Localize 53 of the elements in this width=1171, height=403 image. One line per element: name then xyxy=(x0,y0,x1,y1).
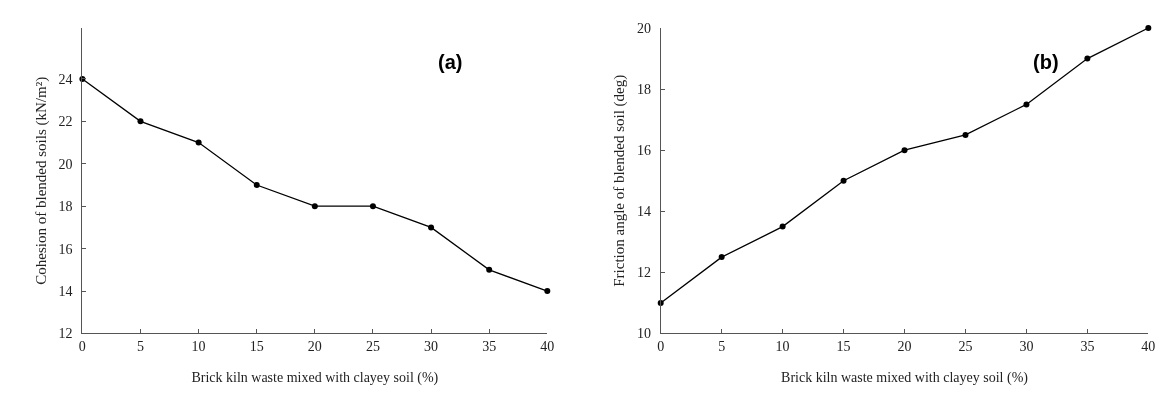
point xyxy=(253,182,260,188)
point xyxy=(486,266,493,273)
point xyxy=(428,224,435,231)
point xyxy=(195,139,202,146)
annotation: (a) xyxy=(438,51,463,73)
y-tick-label: 12 xyxy=(636,265,651,281)
x-tick-label: 0 xyxy=(657,339,665,355)
x-axis-title: Brick kiln waste mixed with clayey soil (%) xyxy=(781,369,1029,386)
x-tick-label: 0 xyxy=(78,339,86,355)
point xyxy=(1023,101,1030,108)
point xyxy=(137,118,144,125)
point xyxy=(369,203,376,210)
x-tick-label: 40 xyxy=(1141,339,1156,355)
x-tick-label: 5 xyxy=(718,339,726,355)
x-tick-label: 15 xyxy=(249,339,264,355)
x-tick-label: 10 xyxy=(191,339,206,355)
point xyxy=(901,147,908,154)
x-tick-label: 25 xyxy=(365,339,380,355)
y-tick-label: 10 xyxy=(636,326,651,342)
y-tick-label: 24 xyxy=(58,71,73,87)
point xyxy=(718,254,725,261)
y-tick-label: 20 xyxy=(636,20,651,36)
x-tick-label: 25 xyxy=(958,339,973,355)
x-axis-title: Brick kiln waste mixed with clayey soil (%) xyxy=(191,369,439,386)
x-tick-label: 20 xyxy=(307,339,322,355)
x-tick-label: 30 xyxy=(1019,339,1034,355)
y-tick-label: 16 xyxy=(636,143,651,159)
x-tick-label: 30 xyxy=(424,339,439,355)
point xyxy=(311,203,318,210)
x-tick-label: 10 xyxy=(775,339,790,355)
y-tick-label: 12 xyxy=(58,326,73,342)
y-tick-label: 20 xyxy=(58,156,73,172)
y-tick-label: 18 xyxy=(58,199,73,215)
point xyxy=(840,177,847,184)
y-tick-label: 16 xyxy=(58,241,73,257)
y-axis-title: Friction angle of blended soil (deg) xyxy=(611,74,629,287)
x-tick-label: 20 xyxy=(897,339,912,355)
x-tick-label: 15 xyxy=(836,339,851,355)
point xyxy=(1084,55,1091,62)
y-tick-label: 14 xyxy=(58,283,73,299)
y-tick-label: 22 xyxy=(58,114,73,130)
y-tick-label: 14 xyxy=(636,204,651,220)
point xyxy=(544,288,551,295)
point xyxy=(962,131,969,138)
annotation: (b) xyxy=(1033,51,1059,73)
x-tick-label: 35 xyxy=(1080,339,1095,355)
point xyxy=(779,223,786,230)
x-tick-label: 35 xyxy=(482,339,497,355)
y-axis-title: Cohesion of blended soils (kN/m²) xyxy=(32,76,50,285)
x-tick-label: 40 xyxy=(540,339,555,355)
point xyxy=(1145,25,1152,32)
y-tick-label: 18 xyxy=(636,82,651,98)
x-tick-label: 5 xyxy=(136,339,144,355)
